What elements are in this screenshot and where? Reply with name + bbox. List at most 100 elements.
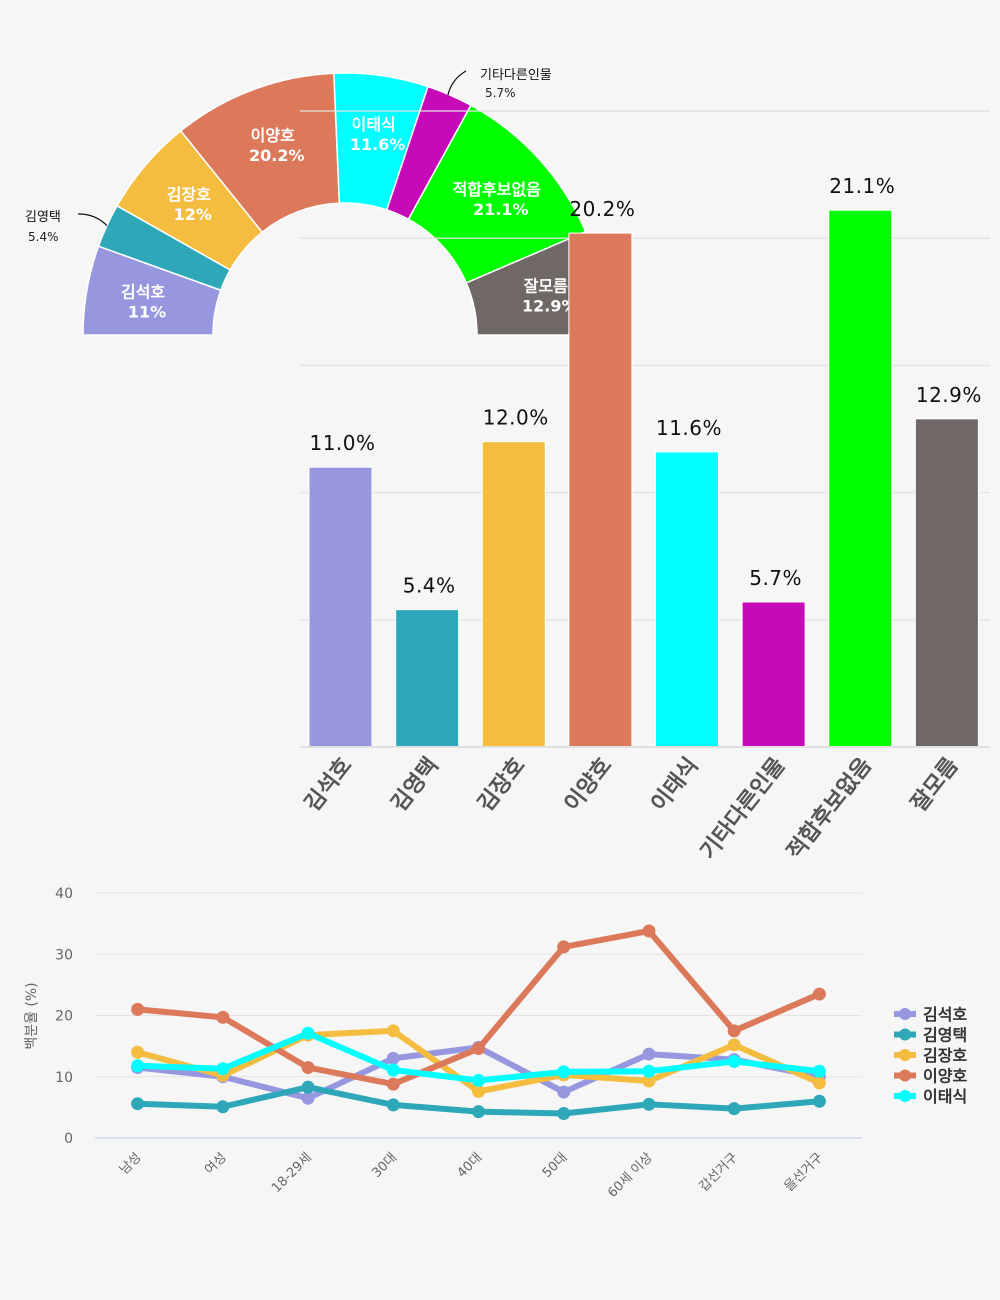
pie-label-value: 5.4% bbox=[28, 230, 59, 244]
line-point bbox=[727, 1102, 741, 1116]
bar bbox=[308, 466, 373, 748]
legend-swatch-marker bbox=[899, 1090, 911, 1102]
pie-label-name: 김석호 bbox=[121, 283, 165, 302]
x-tick-label: 갑선거구 bbox=[697, 1150, 741, 1194]
line-point bbox=[386, 1051, 400, 1065]
line-point bbox=[131, 1002, 145, 1016]
line-point bbox=[472, 1084, 485, 1098]
line-point bbox=[642, 1097, 656, 1111]
bar-category-label: 김장호 bbox=[473, 753, 530, 816]
x-tick-label: 을선거구 bbox=[782, 1150, 826, 1194]
line-point bbox=[472, 1042, 485, 1056]
line-point bbox=[812, 1076, 826, 1090]
line-point bbox=[557, 940, 571, 954]
bar-category-label: 잘모름 bbox=[907, 753, 964, 816]
pie-label-value: 20.2% bbox=[249, 146, 305, 165]
pie-label-value: 21.1% bbox=[473, 200, 529, 219]
bar-data-label: 12.0% bbox=[483, 406, 549, 430]
bar bbox=[481, 441, 546, 748]
bar-chart: 11.0%김석호5.4%김영택12.0%김장호20.2%이양호11.6%이태식5… bbox=[300, 110, 990, 865]
bar bbox=[741, 601, 806, 748]
legend-label: 김장호 bbox=[923, 1046, 967, 1065]
y-axis-title: 백분율 (%) bbox=[24, 982, 40, 1049]
line-point bbox=[812, 987, 826, 1001]
line-point bbox=[727, 1038, 741, 1052]
legend-label: 김영택 bbox=[923, 1026, 967, 1045]
line-point bbox=[216, 1100, 230, 1114]
bar-category-label: 이태식 bbox=[647, 753, 704, 816]
bar-data-label: 20.2% bbox=[569, 197, 635, 221]
x-tick-label: 18-29세 bbox=[269, 1150, 315, 1196]
bar-category-label: 기타다른인물 bbox=[696, 753, 790, 864]
line-point bbox=[727, 1054, 741, 1068]
legend-label: 김석호 bbox=[923, 1005, 967, 1024]
pie-label-name: 김장호 bbox=[167, 185, 211, 204]
legend-swatch-marker bbox=[899, 1028, 911, 1041]
bar bbox=[914, 418, 979, 748]
y-tick-label: 0 bbox=[64, 1131, 73, 1147]
line-point bbox=[812, 1064, 826, 1078]
bar-category-label: 이양호 bbox=[560, 753, 617, 816]
pie-label-name: 잘모름 bbox=[524, 277, 568, 296]
line-chart: 0 10 20 30 40 백분율 (%) 남성 여성 18-29세 30대 40대 50대 60세 이… bbox=[24, 886, 967, 1201]
line-point bbox=[301, 1080, 315, 1094]
bar bbox=[828, 209, 893, 748]
line-point bbox=[642, 1047, 656, 1061]
bar-data-label: 11.0% bbox=[309, 431, 375, 455]
line-point bbox=[642, 1074, 656, 1088]
line-point bbox=[727, 1024, 741, 1038]
bar-data-label: 5.7% bbox=[749, 566, 802, 590]
legend-label: 이태식 bbox=[923, 1087, 967, 1106]
line-point bbox=[216, 1062, 230, 1076]
line-point bbox=[557, 1085, 571, 1099]
bar-data-label: 12.9% bbox=[916, 383, 982, 407]
x-tick-label: 여성 bbox=[202, 1150, 230, 1178]
line-point bbox=[557, 1065, 571, 1079]
legend-swatch-marker bbox=[899, 1069, 911, 1082]
line-point bbox=[301, 1061, 315, 1075]
bar-data-label: 5.4% bbox=[403, 574, 456, 598]
line-point bbox=[301, 1091, 315, 1105]
bar-data-label: 21.1% bbox=[829, 174, 895, 198]
x-tick-label: 50대 bbox=[540, 1150, 571, 1181]
line-point bbox=[131, 1097, 145, 1111]
bar-category-label: 김석호 bbox=[300, 753, 357, 816]
line-point bbox=[386, 1077, 400, 1091]
line-point bbox=[131, 1059, 145, 1073]
bar-category-label: 적합후보없음 bbox=[782, 753, 877, 865]
pie-label-value: 11.6% bbox=[350, 135, 406, 154]
bar-category-label: 김영택 bbox=[387, 753, 444, 816]
line-point bbox=[472, 1073, 485, 1087]
x-tick-label: 남성 bbox=[117, 1150, 145, 1178]
pie-leader-line bbox=[77, 213, 108, 227]
line-point bbox=[812, 1094, 826, 1108]
line-point bbox=[472, 1105, 485, 1119]
legend-swatch-marker bbox=[899, 1049, 911, 1061]
pie-label-name: 이양호 bbox=[251, 126, 295, 145]
pie-leader-line bbox=[447, 70, 467, 96]
pie-label-name: 김영택 bbox=[25, 210, 61, 225]
pie-label-value: 11% bbox=[128, 303, 166, 322]
x-tick-label: 60세 이상 bbox=[605, 1150, 656, 1201]
bar-data-label: 11.6% bbox=[656, 416, 722, 440]
legend-swatch-marker bbox=[899, 1008, 911, 1020]
y-tick-label: 30 bbox=[55, 947, 73, 963]
line-point bbox=[557, 1107, 571, 1120]
x-tick-label: 40대 bbox=[455, 1150, 486, 1181]
pie-label-name: 기타다른인물 bbox=[480, 68, 552, 83]
bar bbox=[568, 232, 633, 748]
pie-label-value: 12% bbox=[174, 205, 212, 224]
line-point bbox=[642, 924, 656, 938]
line-point bbox=[386, 1024, 400, 1038]
pie-label-name: 적합후보없음 bbox=[453, 180, 542, 199]
y-tick-label: 10 bbox=[55, 1070, 73, 1086]
x-tick-label: 30대 bbox=[369, 1150, 400, 1181]
line-point bbox=[301, 1026, 315, 1040]
line-point bbox=[131, 1045, 145, 1059]
pie-label-value: 12.9% bbox=[522, 297, 578, 316]
bar bbox=[395, 609, 460, 748]
pie-label-name: 이태식 bbox=[352, 115, 396, 134]
legend-label: 이양호 bbox=[923, 1067, 967, 1086]
